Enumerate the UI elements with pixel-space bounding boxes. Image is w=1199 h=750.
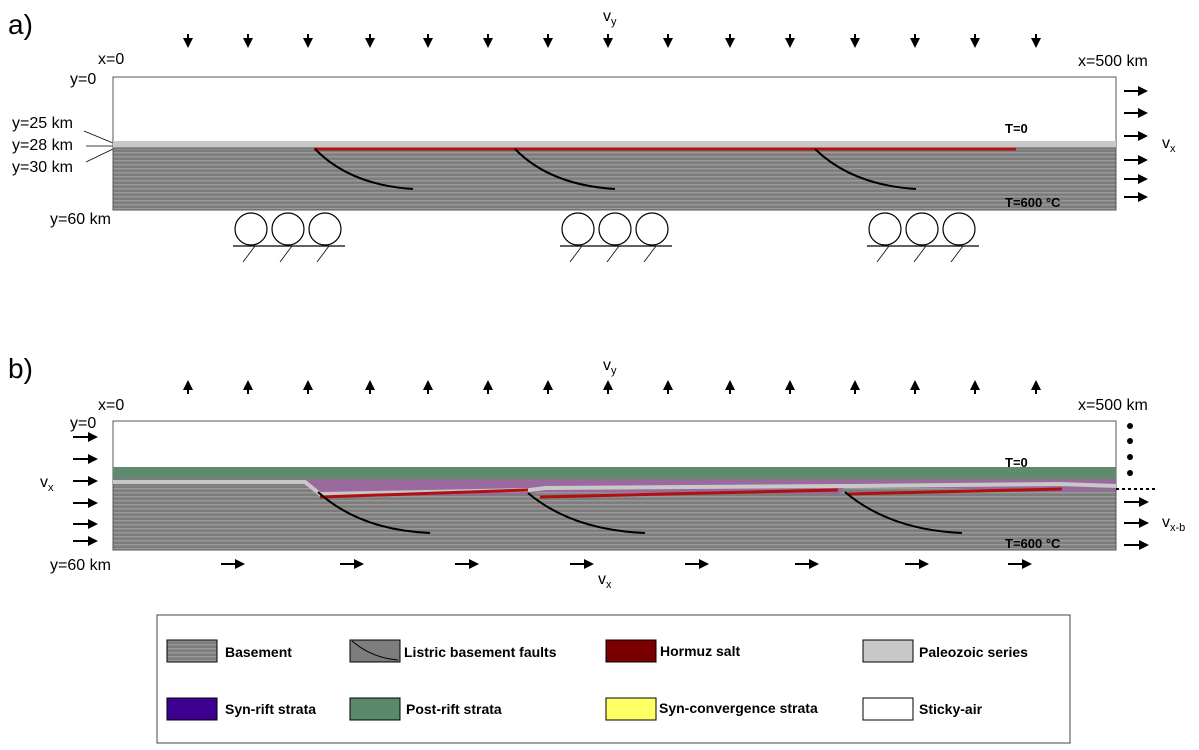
roller-hatch bbox=[876, 245, 890, 263]
roller-circle bbox=[598, 212, 632, 246]
panel-b-vx-right-label: vx-b bbox=[1162, 514, 1185, 534]
legend-fault-curve bbox=[351, 640, 399, 661]
legend-label-paleozoic: Paleozoic series bbox=[919, 644, 1028, 660]
roller-circle bbox=[635, 212, 669, 246]
legend-item-paleozoic: Paleozoic series bbox=[862, 639, 1028, 663]
legend-swatch-faults bbox=[349, 639, 401, 663]
legend-item-syn-convergence: Syn-convergence strata bbox=[605, 697, 818, 721]
roller-circle bbox=[271, 212, 305, 246]
legend-label-faults: Listric basement faults bbox=[404, 644, 557, 660]
zero-velocity-dot bbox=[1127, 470, 1133, 476]
roller-support bbox=[560, 212, 672, 263]
roller-hatch bbox=[606, 245, 620, 263]
roller-support bbox=[233, 212, 345, 263]
roller-circle bbox=[868, 212, 902, 246]
panel-a-vx-arrows bbox=[1124, 86, 1148, 202]
panel-b-fault-3 bbox=[844, 491, 963, 534]
panel-a-fault-3 bbox=[814, 148, 917, 190]
panel-b-vy-label: vy bbox=[603, 357, 617, 377]
roller-hatch bbox=[279, 245, 293, 263]
panel-b-fault-2 bbox=[527, 492, 646, 534]
panel-b-paleozoic-layer bbox=[113, 480, 1117, 497]
legend-item-sticky-air: Sticky-air bbox=[862, 697, 983, 721]
roller-circle bbox=[308, 212, 342, 246]
roller-hatch bbox=[569, 245, 583, 263]
legend-swatch-hormuz bbox=[605, 639, 657, 663]
legend-swatch-paleozoic bbox=[862, 639, 914, 663]
legend-label-basement: Basement bbox=[225, 644, 292, 660]
roller-circle bbox=[234, 212, 268, 246]
panel-a-letter: a) bbox=[8, 9, 33, 40]
legend-label-syn-rift: Syn-rift strata bbox=[225, 701, 316, 717]
zero-velocity-dot bbox=[1127, 423, 1133, 429]
panel-b-y60-label: y=60 km bbox=[50, 557, 111, 574]
panel-b-hormuz-salt bbox=[319, 487, 1063, 499]
panel-b-x0-label: x=0 bbox=[98, 397, 124, 414]
zero-velocity-dot bbox=[1127, 438, 1133, 444]
legend-swatch-post-rift bbox=[349, 697, 401, 721]
panel-a-y30-label: y=30 km bbox=[12, 159, 73, 176]
legend-label-sticky-air: Sticky-air bbox=[919, 701, 983, 717]
legend-swatch-sticky-air bbox=[862, 697, 914, 721]
panel-a-y0-label: y=0 bbox=[70, 71, 96, 88]
panel-b-post-rift-strata bbox=[113, 467, 1116, 479]
panel-b-y0-label: y=0 bbox=[70, 415, 96, 432]
panel-b-vx-left-label: vx bbox=[40, 474, 54, 494]
roller-circle bbox=[942, 212, 976, 246]
zero-velocity-dot bbox=[1127, 454, 1133, 460]
panel-a-y60-label: y=60 km bbox=[50, 211, 111, 228]
roller-hatch bbox=[242, 245, 256, 263]
panel-a-vx-label: vx bbox=[1162, 135, 1176, 155]
roller-hatch bbox=[913, 245, 927, 263]
legend-item-listric-faults: Listric basement faults bbox=[349, 639, 557, 663]
panel-b-vx-bottom-label: vx bbox=[598, 571, 612, 591]
panel-b-fault-1 bbox=[317, 491, 431, 534]
legend-label-syn-convergence: Syn-convergence strata bbox=[659, 700, 818, 716]
legend-swatch-syn-rift bbox=[166, 697, 218, 721]
roller-hatch bbox=[643, 245, 657, 263]
panel-a-paleozoic-layer bbox=[113, 141, 1116, 148]
legend-item-syn-rift: Syn-rift strata bbox=[166, 697, 316, 721]
roller-circle bbox=[561, 212, 595, 246]
roller-hatch bbox=[950, 245, 964, 263]
panel-b-letter: b) bbox=[8, 353, 33, 384]
legend-label-post-rift: Post-rift strata bbox=[406, 701, 502, 717]
panel-a-t0-label: T=0 bbox=[1005, 121, 1028, 136]
legend-item-post-rift: Post-rift strata bbox=[349, 697, 502, 721]
panel-b-zero-velocity-dots bbox=[1127, 423, 1133, 476]
legend-swatch-syn-convergence bbox=[605, 697, 657, 721]
panel-a-fault-2 bbox=[514, 148, 616, 190]
panel-b: b) vy x=0 x=500 km y=0 y=60 km T=0 T=600… bbox=[8, 353, 1185, 591]
panel-a-x0-label: x=0 bbox=[98, 51, 124, 68]
y25-leader bbox=[83, 130, 114, 144]
panel-b-right-vx-arrows bbox=[1124, 497, 1149, 550]
panel-a-basement bbox=[112, 147, 1117, 211]
panel-b-t600-label: T=600 °C bbox=[1005, 536, 1061, 551]
legend-label-hormuz: Hormuz salt bbox=[660, 643, 740, 659]
roller-circle bbox=[905, 212, 939, 246]
roller-support bbox=[867, 212, 979, 263]
panel-a-x500-label: x=500 km bbox=[1078, 53, 1148, 70]
legend-item-hormuz-salt: Hormuz salt bbox=[605, 639, 740, 663]
panel-a-y25-label: y=25 km bbox=[12, 115, 73, 132]
panel-a-y28-label: y=28 km bbox=[12, 137, 73, 154]
panel-b-x500-label: x=500 km bbox=[1078, 397, 1148, 414]
panel-b-left-vx-arrows bbox=[73, 432, 98, 546]
legend: Basement Listric basement faults Hormuz … bbox=[156, 614, 1071, 744]
panel-a-vy-arrows bbox=[183, 34, 1041, 48]
panel-b-vy-arrows bbox=[183, 380, 1041, 394]
y30-leader bbox=[85, 148, 114, 163]
roller-hatch bbox=[316, 245, 330, 263]
legend-item-basement: Basement bbox=[166, 639, 292, 663]
panel-a-t600-label: T=600 °C bbox=[1005, 195, 1061, 210]
panel-b-t0-label: T=0 bbox=[1005, 455, 1028, 470]
legend-swatch-basement bbox=[166, 639, 218, 663]
panel-a: a) vy x=0 x=500 km y=0 y=25 km y=28 km y… bbox=[8, 8, 1176, 263]
panel-a-fault-1 bbox=[314, 148, 414, 190]
panel-a-rollers bbox=[233, 212, 979, 263]
legend-box bbox=[156, 614, 1071, 744]
panel-a-vy-label: vy bbox=[603, 8, 617, 28]
